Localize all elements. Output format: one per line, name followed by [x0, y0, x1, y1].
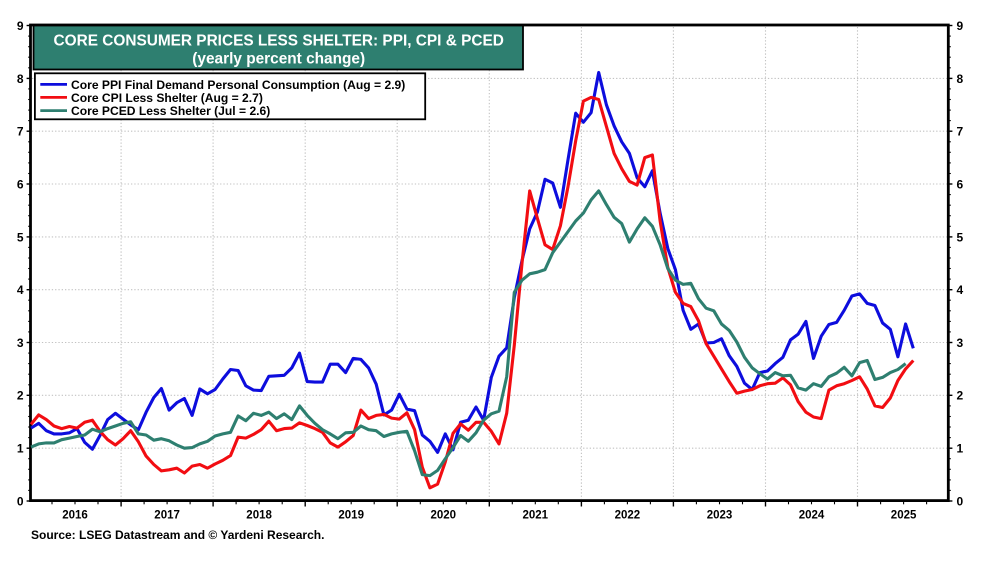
svg-text:2016: 2016 — [62, 510, 88, 522]
svg-text:0: 0 — [957, 494, 964, 508]
svg-text:2023: 2023 — [707, 510, 733, 522]
svg-text:2017: 2017 — [154, 510, 180, 522]
svg-text:1: 1 — [17, 442, 24, 456]
svg-text:9: 9 — [957, 19, 964, 33]
svg-text:6: 6 — [957, 177, 964, 191]
svg-text:1: 1 — [957, 442, 964, 456]
svg-text:CORE CONSUMER PRICES LESS SHEL: CORE CONSUMER PRICES LESS SHELTER: PPI, … — [54, 33, 504, 50]
svg-text:3: 3 — [17, 336, 24, 350]
svg-text:2020: 2020 — [431, 510, 457, 522]
svg-text:2: 2 — [957, 389, 964, 403]
svg-text:7: 7 — [17, 125, 24, 139]
svg-text:2022: 2022 — [615, 510, 641, 522]
svg-text:4: 4 — [17, 283, 24, 297]
svg-text:9: 9 — [17, 19, 24, 33]
svg-text:Core PCED Less Shelter (Jul =: Core PCED Less Shelter (Jul = 2.6) — [71, 104, 270, 118]
svg-text:6: 6 — [17, 177, 24, 191]
svg-text:8: 8 — [17, 72, 24, 86]
svg-text:(yearly percent change): (yearly percent change) — [192, 51, 365, 68]
svg-text:Core PPI Final Demand Personal: Core PPI Final Demand Personal Consumpti… — [71, 78, 405, 92]
svg-text:8: 8 — [957, 72, 964, 86]
svg-text:0: 0 — [17, 494, 24, 508]
svg-text:7: 7 — [957, 125, 964, 139]
svg-text:5: 5 — [957, 230, 964, 244]
svg-text:2019: 2019 — [338, 510, 364, 522]
svg-text:2018: 2018 — [246, 510, 272, 522]
svg-text:2021: 2021 — [523, 510, 549, 522]
svg-text:2025: 2025 — [891, 510, 917, 522]
svg-text:3: 3 — [957, 336, 964, 350]
svg-text:2024: 2024 — [799, 510, 825, 522]
svg-text:5: 5 — [17, 230, 24, 244]
svg-text:Core CPI Less Shelter (Aug = 2: Core CPI Less Shelter (Aug = 2.7) — [71, 91, 263, 105]
svg-text:2: 2 — [17, 389, 24, 403]
svg-text:Source: LSEG Datastream and ©: Source: LSEG Datastream and © Yardeni Re… — [31, 528, 324, 542]
svg-text:4: 4 — [957, 283, 964, 297]
